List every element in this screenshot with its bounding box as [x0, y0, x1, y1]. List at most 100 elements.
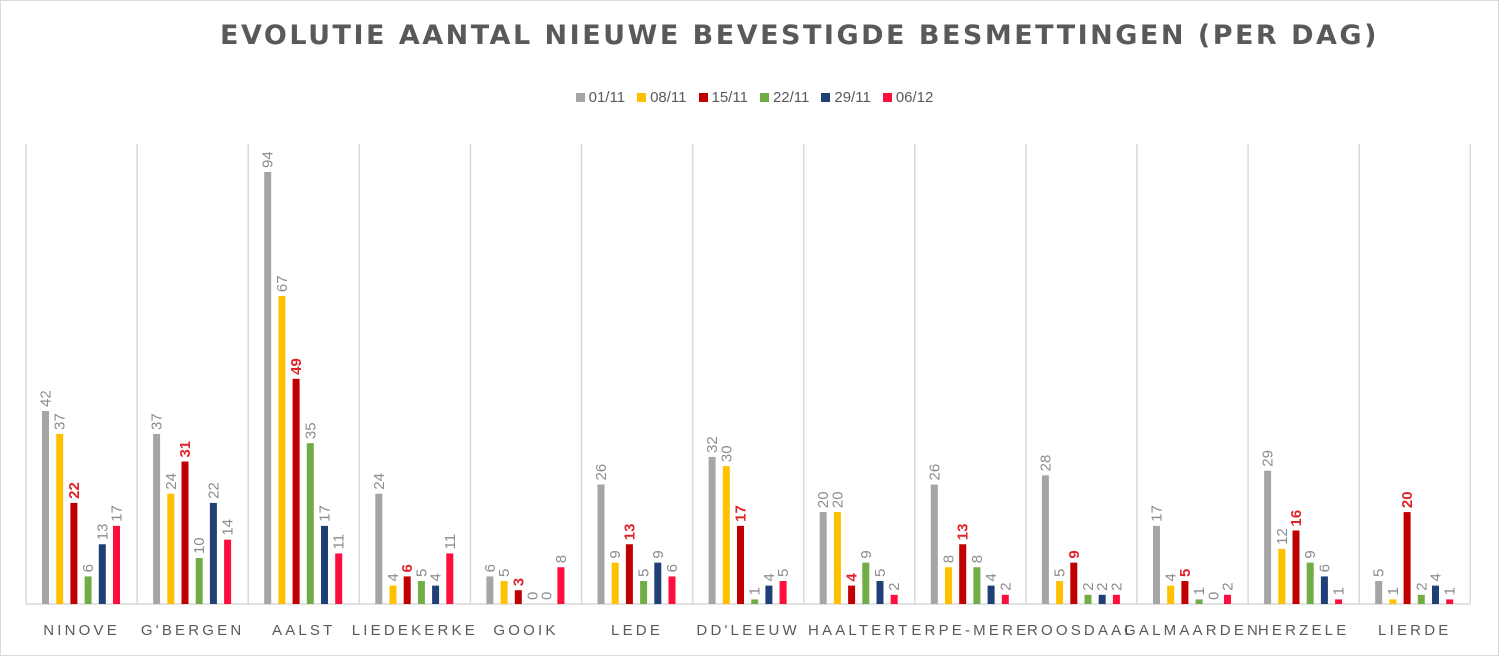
bar	[1417, 594, 1425, 604]
bar	[446, 553, 454, 604]
data-label: 4	[428, 573, 445, 581]
data-label: 4	[761, 573, 778, 581]
data-label: 67	[274, 275, 291, 292]
bar	[292, 378, 300, 604]
data-label: 14	[220, 519, 237, 536]
data-label: 1	[1331, 587, 1348, 595]
data-label: 32	[704, 436, 721, 453]
category-label: LEDE	[611, 622, 663, 639]
bar	[84, 576, 92, 604]
data-label: 13	[955, 524, 972, 541]
data-label: 6	[1316, 564, 1333, 572]
bar	[1098, 594, 1106, 604]
data-label: 4	[844, 573, 861, 582]
data-label: 9	[607, 550, 624, 558]
legend-label: 29/11	[834, 89, 871, 106]
bar	[654, 562, 662, 604]
data-label: 6	[80, 564, 97, 572]
category-label: GOOIK	[493, 622, 558, 639]
bar	[557, 567, 565, 604]
legend-item: 22/11	[759, 89, 810, 106]
bar	[278, 296, 286, 604]
chart-title: EVOLUTIE AANTAL NIEUWE BEVESTIGDE BESMET…	[220, 20, 1379, 51]
bar	[1112, 594, 1120, 604]
data-label: 5	[413, 569, 430, 577]
category-label: ROOSDAAL	[1027, 622, 1136, 639]
bar	[668, 576, 676, 604]
bar	[514, 590, 522, 604]
data-label: 9	[858, 550, 875, 558]
data-label: 17	[109, 505, 126, 522]
bar	[833, 512, 841, 604]
legend-swatch	[698, 93, 708, 102]
data-label: 22	[205, 482, 222, 499]
category-label: LIERDE	[1378, 622, 1451, 639]
data-label: 8	[941, 555, 958, 563]
bar	[765, 585, 773, 604]
data-label: 37	[52, 413, 69, 430]
data-label: 1	[747, 587, 764, 595]
data-label: 37	[149, 413, 166, 430]
legend-swatch	[575, 93, 585, 102]
data-label: 9	[650, 550, 667, 558]
data-label: 0	[525, 592, 542, 600]
data-label: 2	[1080, 582, 1097, 590]
bar	[335, 553, 343, 604]
category-label: ERPE-MERE	[911, 622, 1029, 639]
bar	[264, 172, 272, 604]
data-label: 5	[496, 569, 513, 577]
bar	[708, 456, 716, 604]
data-label: 20	[815, 491, 832, 508]
data-label: 94	[260, 151, 277, 168]
data-label: 0	[1205, 592, 1222, 600]
legend-label: 01/11	[588, 89, 626, 106]
legend-swatch	[882, 93, 892, 102]
legend-item: 29/11	[821, 89, 871, 106]
bar	[1001, 594, 1009, 604]
data-label: 24	[371, 473, 388, 490]
category-label: DD'LEEUW	[696, 622, 799, 639]
bar	[113, 525, 120, 604]
data-label: 6	[664, 564, 681, 572]
data-label: 13	[94, 524, 111, 541]
bar	[375, 493, 383, 604]
bar	[1153, 525, 1160, 604]
bar	[1389, 599, 1397, 604]
bar	[722, 466, 730, 604]
bar	[1167, 585, 1175, 604]
bar	[209, 502, 217, 604]
data-label: 29	[1260, 450, 1277, 467]
data-label: 2	[997, 582, 1014, 590]
bar	[1278, 548, 1286, 604]
bar	[987, 585, 995, 604]
data-label: 8	[969, 555, 986, 563]
bar	[1306, 562, 1314, 604]
chart-legend: 01/11 08/11 15/11 22/11 29/11 06/12	[0, 89, 1499, 106]
legend-label: 15/11	[711, 89, 748, 106]
category-label: G'BERGEN	[141, 622, 244, 639]
bar	[403, 576, 411, 604]
bar	[1084, 594, 1092, 604]
bar	[1375, 581, 1383, 604]
legend-label: 22/11	[772, 89, 810, 106]
bar	[153, 433, 161, 604]
data-label: 49	[288, 358, 305, 375]
bar	[876, 581, 884, 604]
bar	[1070, 562, 1078, 604]
data-label: 24	[163, 473, 180, 490]
data-label: 4	[1428, 573, 1445, 581]
bar	[862, 562, 870, 604]
data-label: 31	[177, 441, 194, 458]
bar	[959, 544, 967, 604]
category-label: HERZELE	[1258, 622, 1350, 639]
bar	[321, 525, 328, 604]
data-label: 10	[191, 537, 208, 554]
data-label: 13	[621, 524, 638, 541]
bar	[1292, 530, 1300, 604]
bar	[1195, 599, 1203, 604]
bar	[42, 410, 49, 604]
data-label: 22	[66, 482, 83, 499]
data-label: 4	[983, 573, 1000, 581]
data-label: 5	[636, 569, 653, 577]
data-label: 0	[539, 592, 556, 600]
